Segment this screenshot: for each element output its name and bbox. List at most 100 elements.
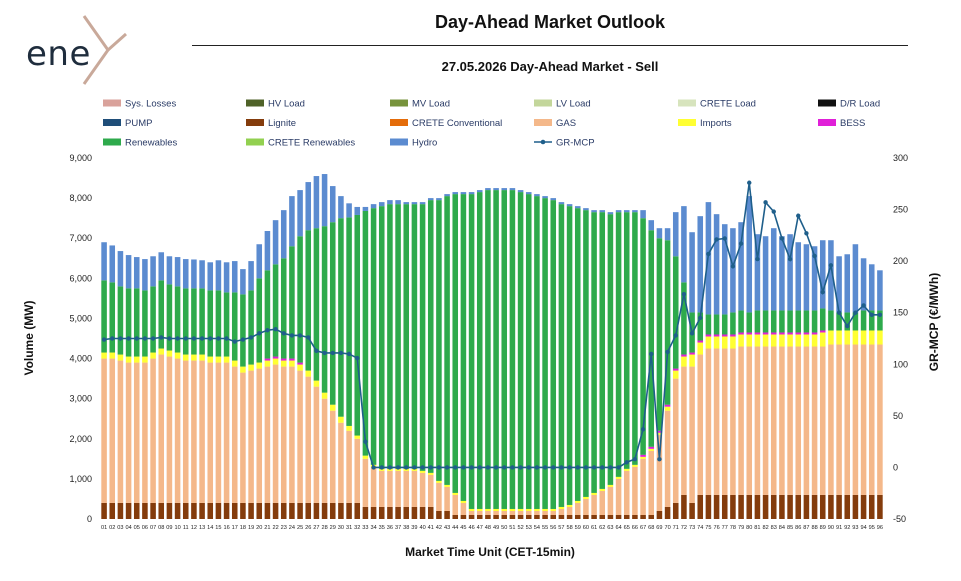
bar-segment xyxy=(248,364,254,371)
x-tick-label: 95 xyxy=(869,525,875,531)
enex-logo: ene xyxy=(12,8,130,88)
bar-segment xyxy=(828,240,834,311)
x-tick-label: 88 xyxy=(811,525,817,531)
bar-segment xyxy=(501,510,508,515)
x-tick-label: 17 xyxy=(232,525,238,531)
bar-segment xyxy=(468,514,475,519)
mcp-point xyxy=(820,289,825,295)
bar-segment xyxy=(672,212,679,257)
bar-segment xyxy=(868,330,875,345)
bar-segment xyxy=(852,330,859,345)
bar-segment xyxy=(852,244,859,313)
mcp-point xyxy=(387,465,393,470)
bar-segment xyxy=(819,494,826,519)
mcp-point xyxy=(681,291,687,297)
bar-segment xyxy=(721,334,728,337)
x-tick-label: 62 xyxy=(599,525,605,531)
bar-segment xyxy=(599,210,606,213)
bar-segment xyxy=(256,362,263,369)
bar-segment xyxy=(395,470,401,507)
bar-segment xyxy=(191,354,197,361)
legend-label: CRETE Load xyxy=(700,99,756,110)
bar-segment xyxy=(681,354,687,357)
bar-segment xyxy=(199,260,205,289)
bar-segment xyxy=(329,404,336,411)
bar-segment xyxy=(476,508,483,511)
bar-segment xyxy=(550,198,557,201)
bar-segment xyxy=(174,502,181,519)
bar-segment xyxy=(811,346,818,495)
bar-segment xyxy=(223,502,230,519)
bar-segment xyxy=(133,257,140,289)
bar-segment xyxy=(101,280,107,353)
y-tick-label: 5,000 xyxy=(69,313,92,323)
x-tick-label: 03 xyxy=(117,525,123,531)
bar-segment xyxy=(313,380,320,387)
legend-swatch xyxy=(390,119,408,126)
bar-segment xyxy=(738,222,744,311)
mcp-point xyxy=(428,465,433,470)
bar-segment xyxy=(632,212,638,465)
bar-segment xyxy=(599,212,606,489)
mcp-point xyxy=(330,350,335,356)
bar-segment xyxy=(411,468,418,471)
x-tick-label: 60 xyxy=(583,525,589,531)
bar-segment xyxy=(199,360,205,503)
bar-segment xyxy=(672,368,679,371)
bar-segment xyxy=(574,500,581,503)
bar-segment xyxy=(623,514,630,519)
bar-segment xyxy=(215,260,222,291)
y-tick-label: 7,000 xyxy=(69,233,92,243)
bar-segment xyxy=(689,352,695,355)
bar-segment xyxy=(517,510,524,515)
chart-bars xyxy=(101,174,883,519)
bar-segment xyxy=(607,214,614,485)
bar-segment xyxy=(811,334,818,347)
mcp-point xyxy=(853,310,858,315)
bar-segment xyxy=(574,206,581,209)
mcp-point xyxy=(257,331,262,336)
bar-segment xyxy=(615,210,622,213)
bar-segment xyxy=(362,206,369,211)
x-tick-label: 73 xyxy=(689,525,695,531)
bar-segment xyxy=(452,494,459,515)
mcp-point xyxy=(224,336,229,341)
x-tick-label: 07 xyxy=(150,525,156,531)
mcp-point xyxy=(730,264,736,269)
mcp-point xyxy=(583,465,589,470)
bar-segment xyxy=(860,330,867,345)
mcp-point xyxy=(444,465,450,470)
bar-segment xyxy=(591,494,597,515)
bar-segment xyxy=(656,432,663,435)
bar-segment xyxy=(779,494,785,519)
x-tick-label: 12 xyxy=(191,525,197,531)
mcp-point xyxy=(665,349,670,355)
bar-segment xyxy=(289,358,295,361)
bar-segment xyxy=(305,230,312,371)
x-tick-label: 22 xyxy=(272,525,278,531)
bar-segment xyxy=(101,358,107,503)
bar-segment xyxy=(828,494,834,519)
bar-segment xyxy=(836,330,842,345)
mcp-point xyxy=(551,465,556,470)
legend-label: Hydro xyxy=(412,138,437,149)
x-tick-label: 70 xyxy=(664,525,670,531)
mcp-point xyxy=(175,336,180,341)
bar-segment xyxy=(754,234,761,311)
bar-segment xyxy=(730,334,736,337)
x-tick-label: 52 xyxy=(517,525,523,531)
bar-segment xyxy=(770,310,777,333)
bar-segment xyxy=(558,204,565,507)
mcp-point xyxy=(314,348,319,354)
bar-segment xyxy=(697,312,704,341)
bar-segment xyxy=(166,284,173,351)
x-tick-label: 01 xyxy=(101,525,107,531)
bar-segment xyxy=(207,262,214,291)
bar-segment xyxy=(476,514,483,519)
bar-segment xyxy=(762,332,769,335)
bar-segment xyxy=(713,314,720,335)
bar-segment xyxy=(623,210,630,213)
bar-segment xyxy=(338,422,344,503)
bar-segment xyxy=(534,510,540,515)
bar-segment xyxy=(762,346,769,495)
